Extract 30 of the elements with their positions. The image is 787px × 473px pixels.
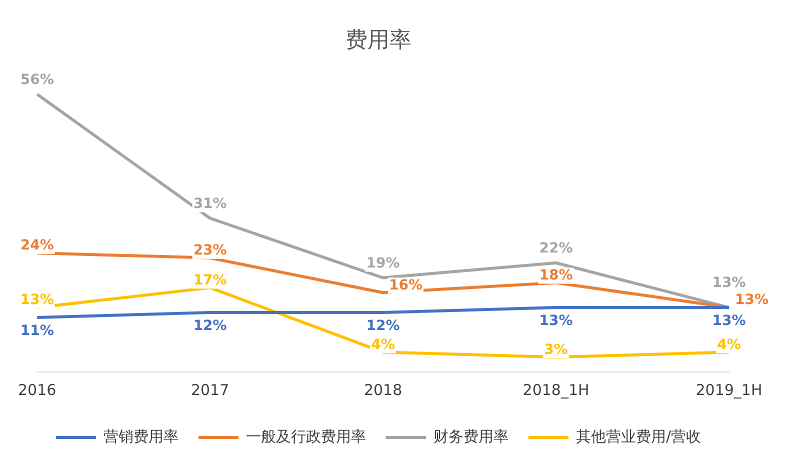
legend-label: 其他营业费用/营收 — [576, 427, 702, 446]
data-label: 19% — [366, 255, 400, 272]
data-label: 16% — [389, 277, 423, 294]
data-label: 13% — [734, 292, 769, 308]
x-tick-label: 2017 — [190, 380, 230, 399]
data-label: 13% — [712, 275, 746, 292]
data-label: 17% — [193, 272, 227, 288]
x-tick-label: 2016 — [18, 380, 56, 399]
data-label: 11% — [20, 323, 54, 340]
data-label: 13% — [712, 313, 746, 330]
data-label: 56% — [20, 72, 54, 88]
x-tick-label: 2019_1H — [696, 380, 762, 399]
data-label: 13% — [20, 292, 54, 308]
data-label: 24% — [20, 238, 54, 254]
data-label: 4% — [371, 336, 395, 353]
x-tick-label: 2018_1H — [522, 380, 590, 399]
legend-label: 一般及行政费用率 — [246, 427, 366, 446]
data-label: 12% — [366, 318, 400, 334]
chart-title: 费用率 — [346, 28, 412, 53]
data-label: 22% — [539, 240, 573, 257]
data-label: 13% — [539, 313, 573, 330]
data-label: 18% — [539, 267, 573, 284]
data-label: 12% — [193, 318, 227, 334]
data-label: 31% — [193, 196, 227, 212]
data-label: 23% — [193, 242, 227, 259]
legend-label: 财务费用率 — [433, 427, 508, 446]
x-tick-label: 2018 — [364, 380, 402, 399]
data-label: 4% — [717, 336, 741, 353]
legend-label: 营销费用率 — [103, 427, 178, 446]
data-label: 3% — [544, 342, 568, 358]
